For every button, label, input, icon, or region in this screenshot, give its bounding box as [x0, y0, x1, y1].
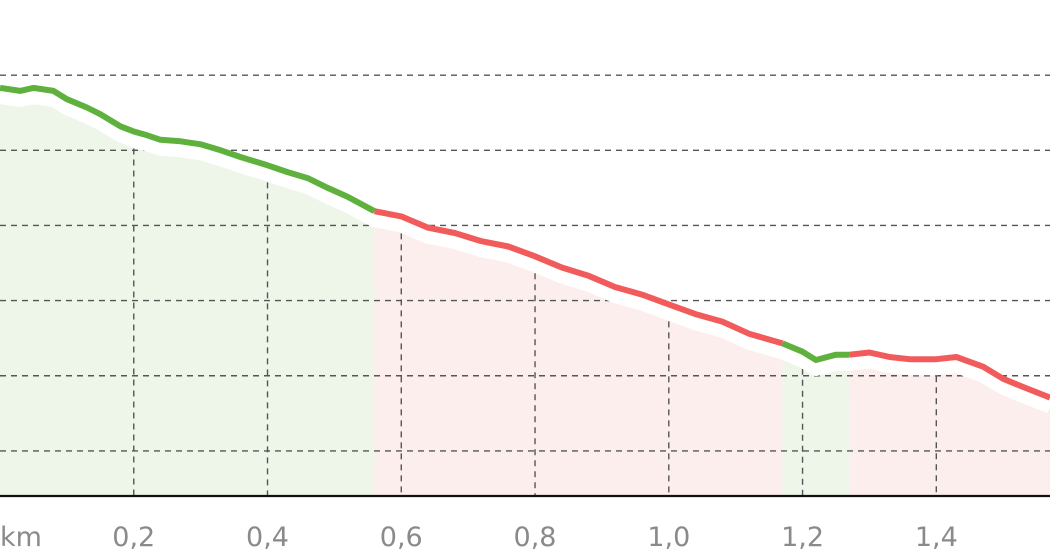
profile-line-3-descent: [781, 340, 850, 363]
x-tick-label-4: 0,8: [514, 522, 557, 553]
segment-fill-4-ascent: [849, 352, 1050, 496]
x-tick-label-1: 0,2: [112, 522, 155, 553]
profile-line-2-ascent: [373, 208, 784, 347]
profile-line-1-descent: [0, 84, 376, 214]
x-tick-label-7: 1,4: [915, 522, 958, 553]
x-tick-label-3: 0,6: [380, 522, 423, 553]
x-tick-label-2: 0,4: [246, 522, 289, 553]
segment-fill-2-ascent: [374, 211, 783, 496]
profile-lines: [0, 84, 1050, 401]
gridlines: [0, 74, 1050, 496]
segment-fill-3-descent: [782, 343, 850, 496]
x-tick-labels: 0,2 0,4 0,6 0,8 1,0 1,2 1,4: [112, 522, 958, 553]
profile-line-4-ascent: [849, 349, 1050, 401]
x-tick-label-5: 1,0: [647, 522, 690, 553]
segment-fill-1-descent: [0, 87, 375, 496]
x-tick-label-6: 1,2: [781, 522, 824, 553]
profile-halo: [0, 89, 1050, 414]
x-axis-unit-label: km: [0, 522, 42, 553]
